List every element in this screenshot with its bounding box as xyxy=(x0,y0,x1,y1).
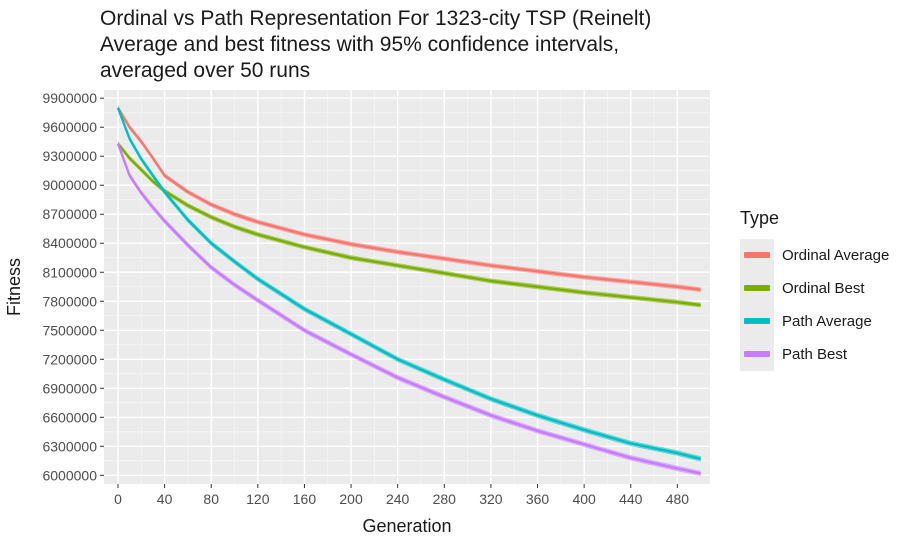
y-tick-label: 7500000 xyxy=(42,322,97,338)
legend-key xyxy=(740,338,774,371)
legend-item-ordinal-average: Ordinal Average xyxy=(740,239,889,272)
y-tick-label: 8400000 xyxy=(42,235,97,251)
chart-title-line-1: Ordinal vs Path Representation For 1323-… xyxy=(100,7,652,30)
x-tick-label: 240 xyxy=(386,491,410,507)
y-tick-label: 9600000 xyxy=(42,119,97,135)
y-tick-label: 9000000 xyxy=(42,177,97,193)
chart-title-line-2: Average and best fitness with 95% confid… xyxy=(100,33,620,56)
x-tick-label: 120 xyxy=(246,491,270,507)
y-tick-label: 8700000 xyxy=(42,206,97,222)
series-line-path-average xyxy=(116,107,701,461)
y-tick-label: 6900000 xyxy=(42,380,97,396)
y-tick-label: 9300000 xyxy=(42,148,97,164)
x-tick-label: 0 xyxy=(114,491,122,507)
legend-item-path-best: Path Best xyxy=(740,338,889,371)
legend-key xyxy=(740,239,774,272)
y-axis-label: Fitness xyxy=(4,258,24,316)
x-tick-label: 280 xyxy=(433,491,457,507)
y-tick-label: 6600000 xyxy=(42,409,97,425)
x-tick-label: 320 xyxy=(479,491,503,507)
x-tick-label: 480 xyxy=(666,491,690,507)
series-line-path-best xyxy=(116,143,701,475)
x-tick-label: 400 xyxy=(572,491,596,507)
chart-title: Ordinal vs Path Representation For 1323-… xyxy=(100,6,651,84)
legend-label: Ordinal Best xyxy=(782,280,865,297)
y-tick-label: 9900000 xyxy=(42,90,97,106)
series-line-ordinal-average xyxy=(116,107,701,291)
legend-label: Path Average xyxy=(782,313,872,330)
y-tick-label: 6000000 xyxy=(42,467,97,483)
y-tick-label: 8100000 xyxy=(42,264,97,280)
x-tick-label: 80 xyxy=(203,491,219,507)
series-line-ordinal-best xyxy=(117,142,701,307)
y-tick-label: 6300000 xyxy=(42,438,97,454)
legend-item-path-average: Path Average xyxy=(740,305,889,338)
y-tick-label: 7200000 xyxy=(42,351,97,367)
legend-swatch-ordinal-best xyxy=(744,285,770,291)
legend: Type Ordinal Average Ordinal Best Path A… xyxy=(740,208,889,371)
y-tick-label: 7800000 xyxy=(42,293,97,309)
legend-label: Path Best xyxy=(782,346,848,363)
legend-swatch-path-best xyxy=(744,351,770,357)
legend-label: Ordinal Average xyxy=(782,247,890,264)
legend-key xyxy=(740,272,774,305)
x-tick-label: 360 xyxy=(526,491,550,507)
x-tick-label: 200 xyxy=(339,491,363,507)
x-tick-label: 440 xyxy=(619,491,643,507)
legend-title: Type xyxy=(740,208,780,228)
legend-swatch-ordinal-average xyxy=(744,252,770,258)
legend-swatch-path-average xyxy=(744,318,770,324)
chart-title-line-3: averaged over 50 runs xyxy=(100,59,311,82)
x-tick-label: 160 xyxy=(293,491,317,507)
x-tick-label: 40 xyxy=(157,491,173,507)
x-axis-label: Generation xyxy=(362,516,451,536)
legend-item-ordinal-best: Ordinal Best xyxy=(740,272,889,305)
legend-key xyxy=(740,305,774,338)
